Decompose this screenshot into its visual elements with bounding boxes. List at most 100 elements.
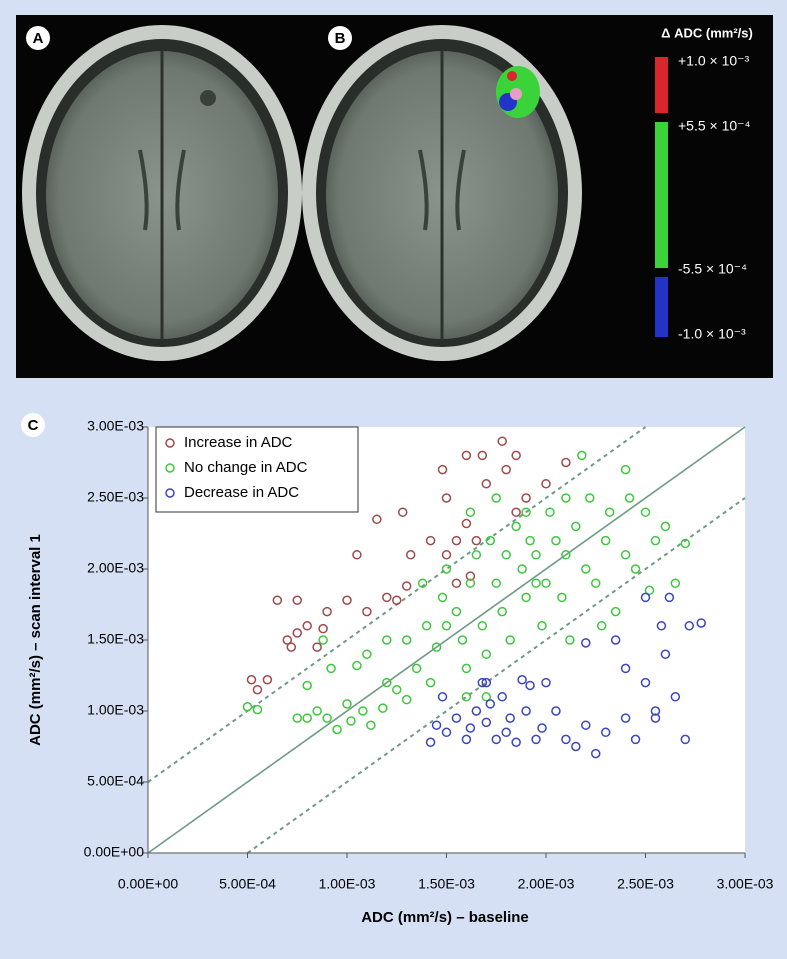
point — [352, 550, 362, 560]
colorbar-segment — [655, 277, 668, 337]
point — [600, 727, 611, 738]
point — [531, 578, 541, 588]
reference-line — [246, 497, 746, 854]
legend-marker — [165, 463, 175, 473]
point — [312, 642, 322, 652]
point — [302, 680, 312, 691]
point — [441, 727, 452, 738]
point — [610, 635, 621, 645]
point — [425, 737, 436, 747]
point — [451, 606, 462, 617]
point — [382, 592, 392, 603]
point — [521, 592, 531, 603]
point — [465, 723, 476, 733]
panel-label: B — [335, 30, 346, 47]
x-tick-label: 1.00E-03 — [319, 876, 376, 892]
point — [565, 635, 575, 645]
panel-label: C — [28, 417, 39, 434]
point — [485, 699, 496, 709]
point — [477, 621, 488, 631]
point — [561, 550, 571, 560]
point — [596, 621, 607, 631]
point — [481, 717, 492, 728]
point — [545, 507, 555, 517]
point — [358, 706, 368, 716]
legend-marker — [165, 438, 175, 448]
point — [581, 720, 591, 730]
point — [382, 635, 392, 645]
point — [517, 675, 527, 685]
point — [372, 514, 382, 525]
point — [401, 694, 412, 705]
point — [620, 713, 631, 723]
x-tick-label: 5.00E-04 — [219, 876, 276, 892]
point — [378, 703, 388, 713]
point — [640, 677, 651, 688]
colorbar-tick-label: -1.0 × 10⁻³ — [678, 326, 746, 342]
point — [262, 675, 273, 685]
point — [431, 720, 442, 730]
y-tick-label: 1.00E-03 — [87, 702, 144, 718]
point — [531, 550, 541, 560]
mri-a — [22, 25, 302, 361]
point — [362, 606, 372, 617]
point — [242, 701, 253, 712]
point — [441, 621, 452, 631]
point — [656, 621, 667, 631]
point — [457, 635, 468, 645]
point — [517, 564, 527, 574]
x-tick-label: 3.00E-03 — [717, 876, 774, 892]
point — [322, 713, 332, 723]
point — [461, 450, 472, 461]
point — [491, 578, 501, 588]
point — [600, 535, 611, 546]
point — [630, 564, 641, 574]
point — [696, 618, 706, 628]
point — [362, 649, 372, 659]
point — [272, 595, 283, 605]
point — [282, 635, 293, 645]
colorbar: +1.0 × 10⁻³ +5.5 × 10⁻⁴ -5.5 × 10⁻⁴ -1.0 × … — [655, 53, 751, 342]
reference-line — [147, 426, 746, 854]
point — [342, 595, 352, 605]
point — [537, 723, 547, 733]
point — [670, 692, 681, 702]
legend-label: No change in ADC — [184, 459, 308, 476]
point — [497, 436, 507, 446]
y-tick-label: 0.00E+00 — [84, 844, 145, 860]
y-tick-label: 2.00E-03 — [87, 560, 144, 576]
point — [571, 521, 581, 532]
panel-badge — [328, 26, 352, 50]
point — [461, 663, 472, 674]
point — [477, 677, 488, 688]
point — [286, 642, 297, 652]
point — [650, 535, 661, 546]
point — [471, 706, 482, 716]
y-tick-label: 2.50E-03 — [87, 489, 144, 505]
point — [511, 737, 521, 747]
point — [561, 457, 571, 468]
point — [541, 578, 551, 588]
point — [650, 706, 661, 716]
point — [511, 521, 521, 532]
point — [441, 493, 452, 503]
x-axis-label: ADC (mm²/s) – baseline — [361, 909, 529, 926]
point — [425, 535, 436, 546]
point — [557, 592, 567, 603]
legend-marker — [165, 488, 175, 498]
point — [650, 713, 661, 723]
point — [604, 507, 615, 517]
point — [505, 635, 515, 645]
point — [401, 581, 412, 591]
point — [451, 578, 462, 588]
point — [541, 677, 551, 688]
legend-label: Increase in ADC — [184, 434, 293, 451]
point — [312, 706, 322, 716]
point — [525, 535, 535, 546]
point — [660, 649, 671, 659]
point — [465, 507, 476, 517]
y-tick-label: 1.50E-03 — [87, 631, 144, 647]
point — [471, 535, 482, 546]
colorbar-tick-label: +5.5 × 10⁻⁴ — [678, 118, 751, 134]
point — [481, 677, 492, 688]
